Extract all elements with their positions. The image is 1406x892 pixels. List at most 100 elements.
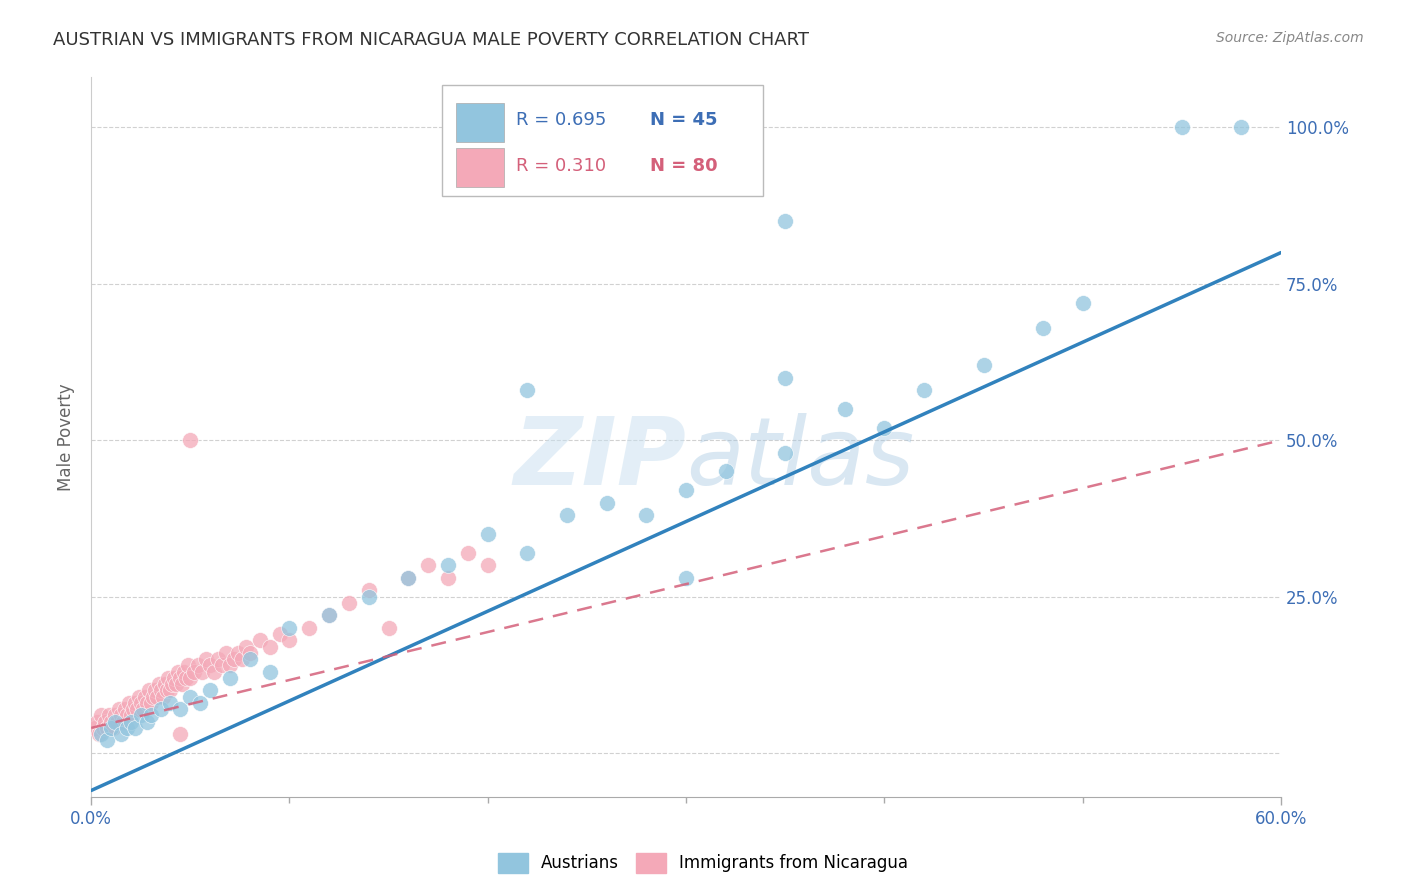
Point [90, 727, 112, 741]
Point [155, 683, 177, 698]
Point [1171, 120, 1194, 135]
Point [198, 658, 221, 673]
Point [94, 714, 117, 729]
Y-axis label: Male Poverty: Male Poverty [58, 384, 75, 491]
Point [278, 633, 301, 648]
Point [100, 714, 122, 729]
Point [120, 708, 142, 723]
Text: AUSTRIAN VS IMMIGRANTS FROM NICARAGUA MALE POVERTY CORRELATION CHART: AUSTRIAN VS IMMIGRANTS FROM NICARAGUA MA… [53, 31, 810, 49]
Point [169, 671, 191, 685]
Point [169, 702, 191, 716]
Point [114, 702, 136, 716]
Point [159, 683, 181, 698]
Point [98, 708, 121, 723]
FancyBboxPatch shape [457, 148, 503, 187]
Point [1230, 120, 1253, 135]
Point [636, 508, 658, 523]
Point [159, 696, 181, 710]
Point [973, 358, 995, 372]
Point [124, 696, 146, 710]
Point [219, 658, 242, 673]
Point [125, 702, 148, 716]
Point [298, 621, 321, 635]
Point [675, 483, 697, 498]
Point [873, 420, 896, 434]
Point [129, 696, 152, 710]
Point [675, 571, 697, 585]
Point [516, 546, 538, 560]
Point [104, 714, 127, 729]
Point [239, 652, 262, 666]
Point [101, 721, 124, 735]
Point [124, 721, 146, 735]
Point [834, 401, 856, 416]
Point [135, 714, 157, 729]
Legend: Austrians, Immigrants from Nicaragua: Austrians, Immigrants from Nicaragua [491, 847, 915, 880]
Point [1071, 295, 1094, 310]
Point [198, 683, 221, 698]
Point [153, 677, 176, 691]
Point [418, 558, 440, 573]
Point [235, 640, 257, 654]
Point [179, 434, 201, 448]
Point [105, 714, 128, 729]
Point [145, 690, 167, 704]
Text: N = 45: N = 45 [651, 112, 718, 129]
Point [437, 558, 460, 573]
Text: R = 0.695: R = 0.695 [516, 112, 606, 129]
Point [118, 696, 141, 710]
Point [138, 683, 160, 698]
Point [187, 658, 209, 673]
Point [121, 702, 143, 716]
Point [139, 696, 162, 710]
Point [318, 608, 340, 623]
Point [357, 583, 380, 598]
Point [90, 708, 112, 723]
Point [179, 690, 201, 704]
Point [773, 446, 796, 460]
Point [202, 665, 225, 679]
Point [477, 558, 499, 573]
Point [396, 571, 419, 585]
Point [104, 708, 127, 723]
Point [86, 714, 108, 729]
Point [143, 683, 166, 698]
Point [231, 652, 253, 666]
Point [132, 702, 155, 716]
Point [555, 508, 578, 523]
Point [96, 733, 118, 747]
Point [195, 652, 218, 666]
Point [163, 671, 186, 685]
Point [211, 658, 233, 673]
Point [142, 690, 165, 704]
Point [357, 590, 380, 604]
Point [773, 370, 796, 384]
Point [169, 727, 191, 741]
Point [239, 646, 262, 660]
Point [516, 383, 538, 397]
Text: N = 80: N = 80 [651, 157, 718, 175]
Point [128, 690, 150, 704]
Point [179, 671, 201, 685]
Point [100, 721, 122, 735]
Point [110, 708, 132, 723]
Point [84, 721, 107, 735]
Point [157, 671, 180, 685]
Point [177, 658, 200, 673]
Point [714, 465, 737, 479]
Point [773, 214, 796, 228]
Point [176, 671, 198, 685]
Point [188, 696, 211, 710]
Text: atlas: atlas [686, 413, 914, 504]
Point [219, 671, 242, 685]
Point [207, 652, 229, 666]
Point [596, 496, 619, 510]
Text: ZIP: ZIP [513, 413, 686, 505]
Point [318, 608, 340, 623]
Point [183, 665, 205, 679]
Point [173, 665, 195, 679]
Text: R = 0.310: R = 0.310 [516, 157, 606, 175]
Point [135, 696, 157, 710]
Point [337, 596, 360, 610]
Point [148, 677, 170, 691]
